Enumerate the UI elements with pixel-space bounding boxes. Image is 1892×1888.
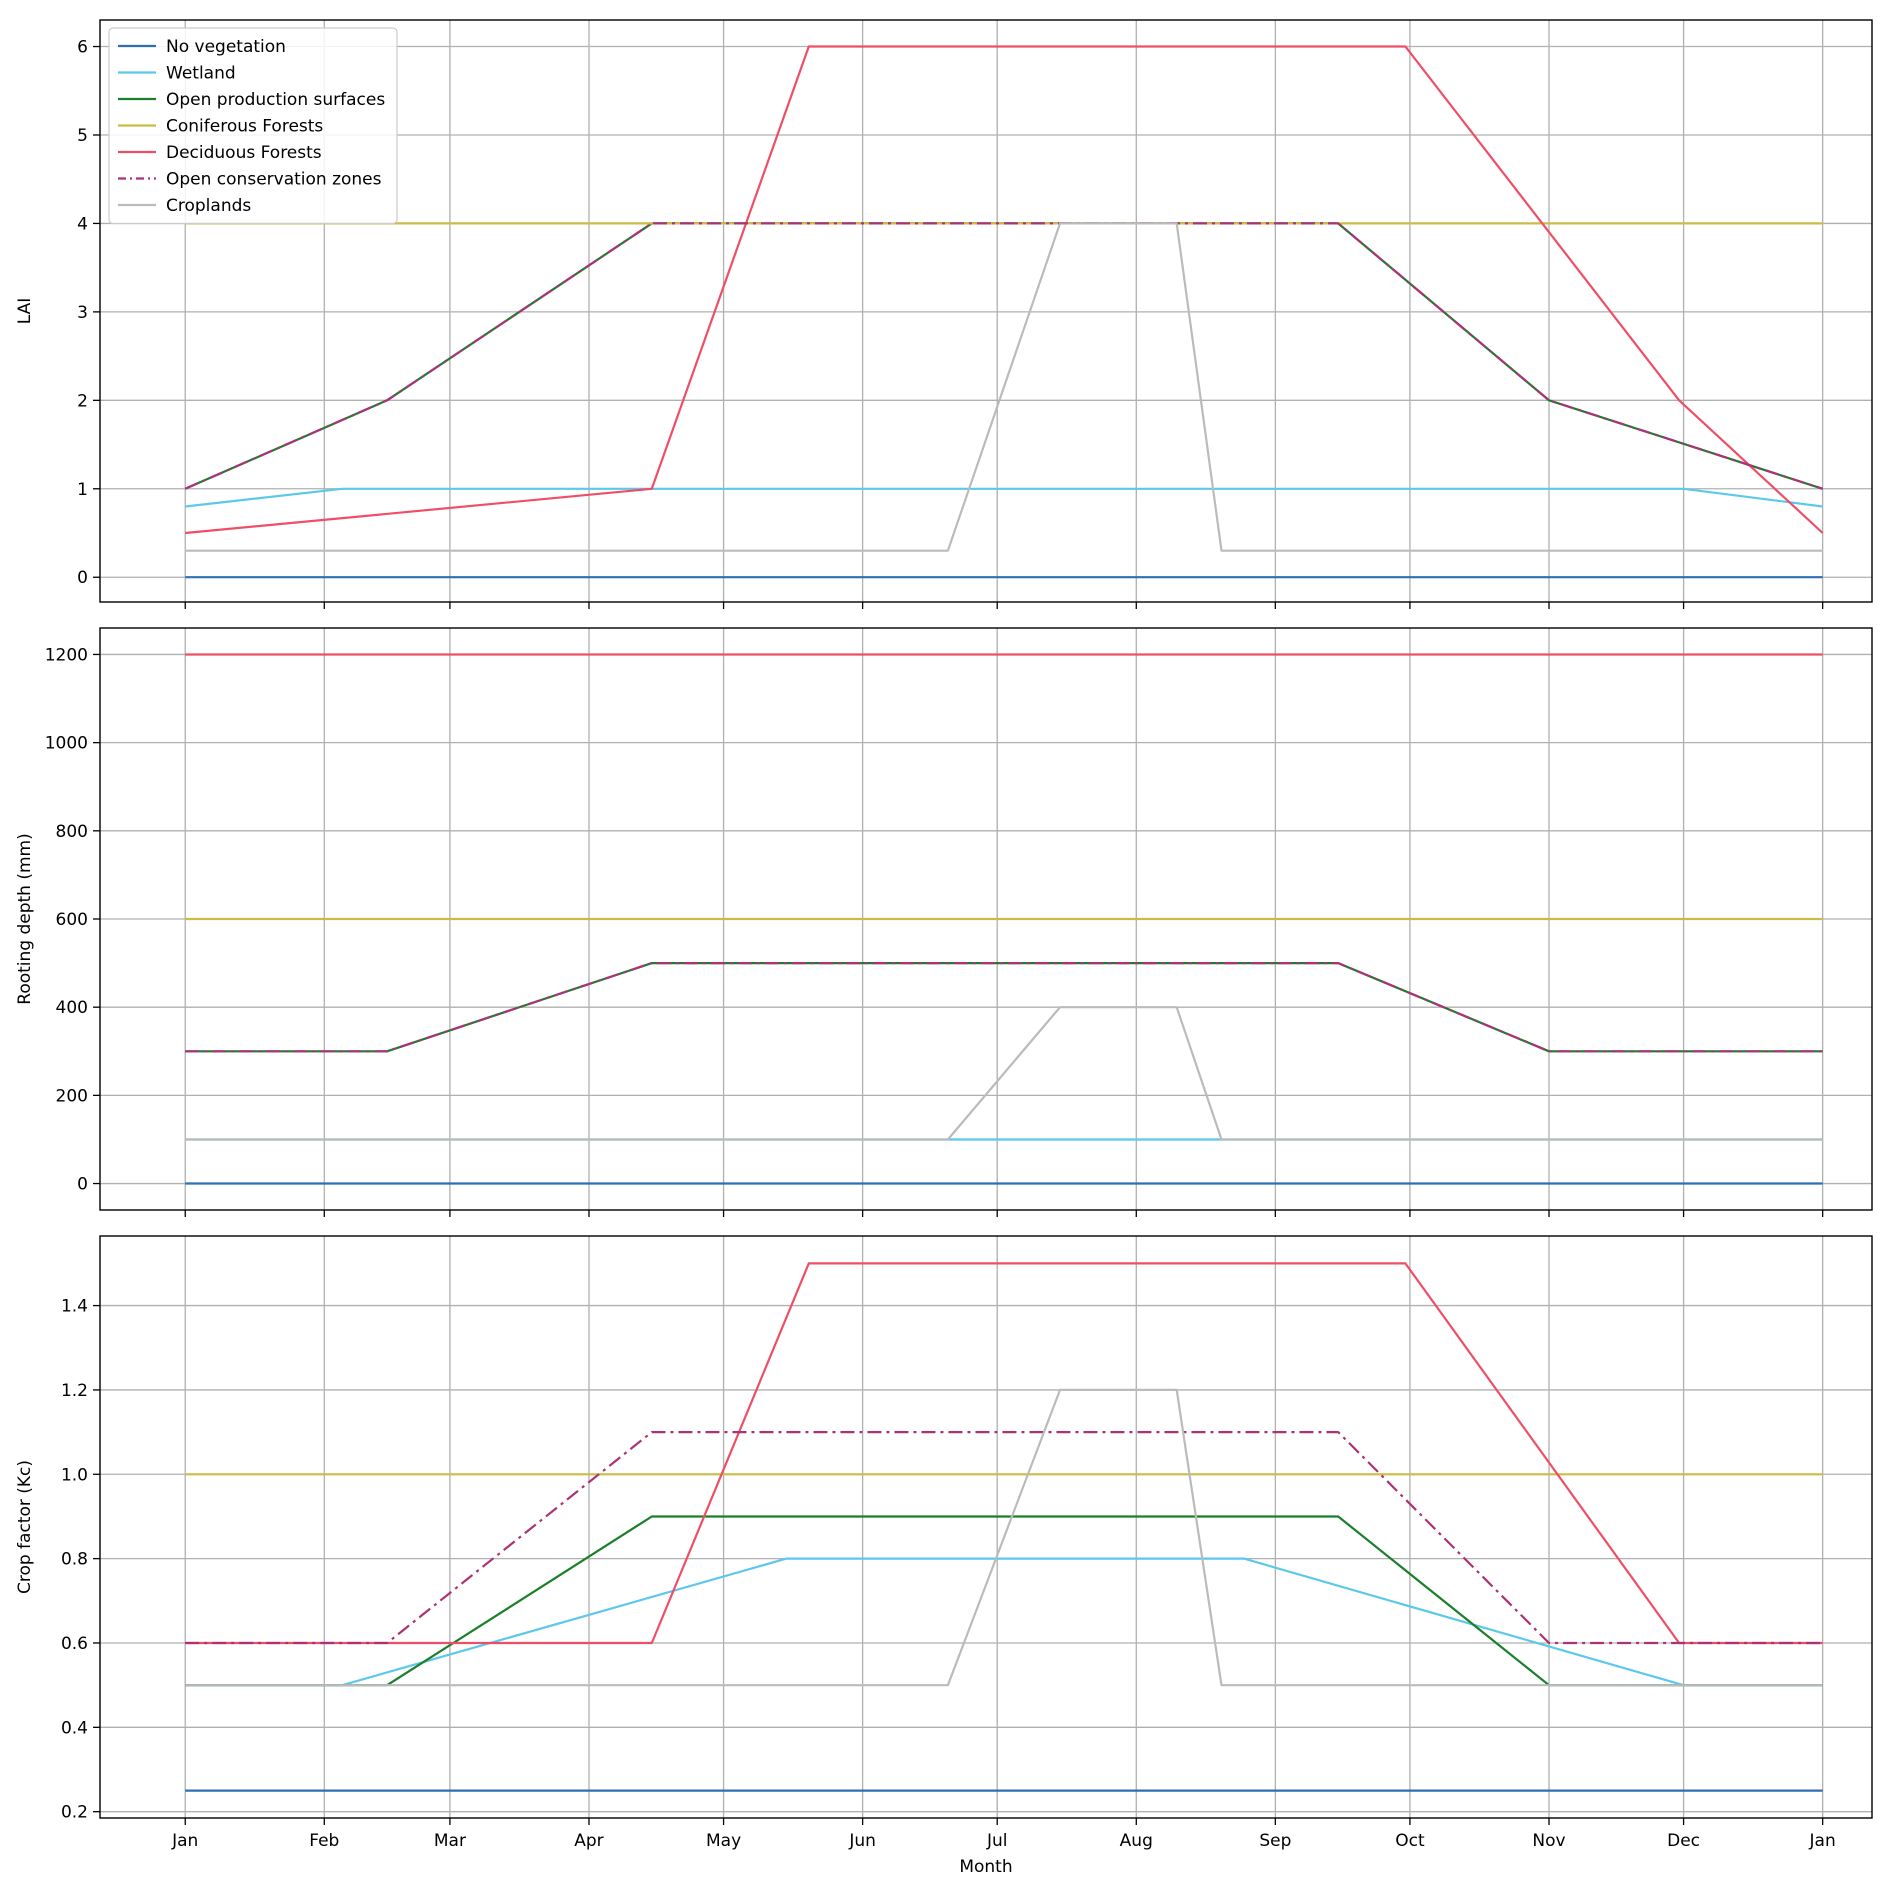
y-tick-label: 3 — [77, 303, 88, 323]
series-line-open-conservation-zones — [185, 961, 1823, 1053]
plot-frame — [99, 627, 1873, 1211]
legend-label: Open production surfaces — [166, 90, 385, 110]
y-tick-label: 400 — [56, 998, 88, 1018]
y-tick-label: 0 — [77, 1175, 88, 1195]
x-tick-label: Feb — [309, 1831, 339, 1851]
series-group — [185, 1262, 1823, 1792]
y-tick-label: 600 — [56, 910, 88, 930]
y-tick-label: 2 — [77, 391, 88, 411]
y-tick-label: 1200 — [45, 645, 88, 665]
plot-frame — [99, 19, 1873, 603]
panel-1: 0 1 2 3 4 5 6 LAI No vegetation Wetland Open produ… — [15, 19, 1873, 609]
legend: No vegetation Wetland Open production surf… — [108, 27, 398, 225]
legend-label: Open conservation zones — [166, 170, 382, 190]
legend-label: No vegetation — [166, 37, 286, 57]
x-tick-label: Nov — [1532, 1831, 1565, 1851]
y-tick-label: 0.6 — [61, 1634, 88, 1654]
y-tick-label: 800 — [56, 822, 88, 842]
y-axis-label: LAI — [15, 298, 35, 325]
x-tick-label: Sep — [1259, 1831, 1291, 1851]
x-tick-label: Jan — [1809, 1831, 1836, 1851]
legend-label: Croplands — [166, 196, 251, 216]
y-tick-label: 0 — [77, 568, 88, 588]
panel-3: Jan Feb Mar Apr May Jun Jul Aug Sep Oct Nov Dec Jan 0… — [15, 1235, 1873, 1851]
y-axis-label: Rooting depth (mm) — [15, 833, 35, 1004]
y-tick-label: 1.4 — [61, 1297, 88, 1317]
x-tick-label: Dec — [1667, 1831, 1700, 1851]
y-tick-label: 4 — [77, 214, 88, 234]
x-tick-label: Jan — [171, 1831, 198, 1851]
series-line-wetland — [185, 487, 1823, 508]
x-tick-label: Aug — [1120, 1831, 1153, 1851]
legend-label: Coniferous Forests — [166, 117, 323, 137]
y-axis-label: Crop factor (Kc) — [15, 1460, 35, 1594]
panel-2: 0 200 400 600 800 1000 1200 Rooting depth (mm) — [15, 627, 1873, 1217]
series-line-open-conservation-zones — [184, 222, 1824, 490]
legend-label: Wetland — [166, 64, 236, 84]
x-tick-label: Mar — [434, 1831, 466, 1851]
series-line-croplands — [185, 1388, 1823, 1687]
y-tick-label: 1.0 — [61, 1465, 88, 1485]
y-tick-label: 6 — [77, 38, 88, 58]
x-axis-label: Month — [959, 1857, 1012, 1877]
y-tick-label: 5 — [77, 126, 88, 146]
y-tick-label: 1 — [77, 480, 88, 500]
y-tick-label: 1.2 — [61, 1381, 88, 1401]
legend-label: Deciduous Forests — [166, 143, 322, 163]
y-tick-label: 0.4 — [61, 1718, 88, 1738]
series-group — [185, 653, 1823, 1185]
series-line-open-conservation-zones — [185, 1430, 1823, 1645]
x-tick-label: Jun — [848, 1831, 876, 1851]
x-tick-label: Jul — [986, 1831, 1008, 1851]
x-tick-label: Oct — [1395, 1831, 1425, 1851]
y-tick-label: 0.2 — [61, 1803, 88, 1823]
y-tick-label: 0.8 — [61, 1550, 88, 1570]
series-line-croplands — [185, 222, 1823, 552]
x-tick-label: Apr — [574, 1831, 603, 1851]
series-line-deciduous-forests — [185, 45, 1824, 535]
series-line-croplands — [185, 1006, 1823, 1141]
y-tick-label: 1000 — [45, 734, 88, 754]
series-group — [184, 45, 1824, 579]
legend-box — [108, 27, 398, 225]
y-tick-label: 200 — [56, 1086, 88, 1106]
plot-frame — [99, 1235, 1873, 1819]
x-tick-label: May — [706, 1831, 741, 1851]
